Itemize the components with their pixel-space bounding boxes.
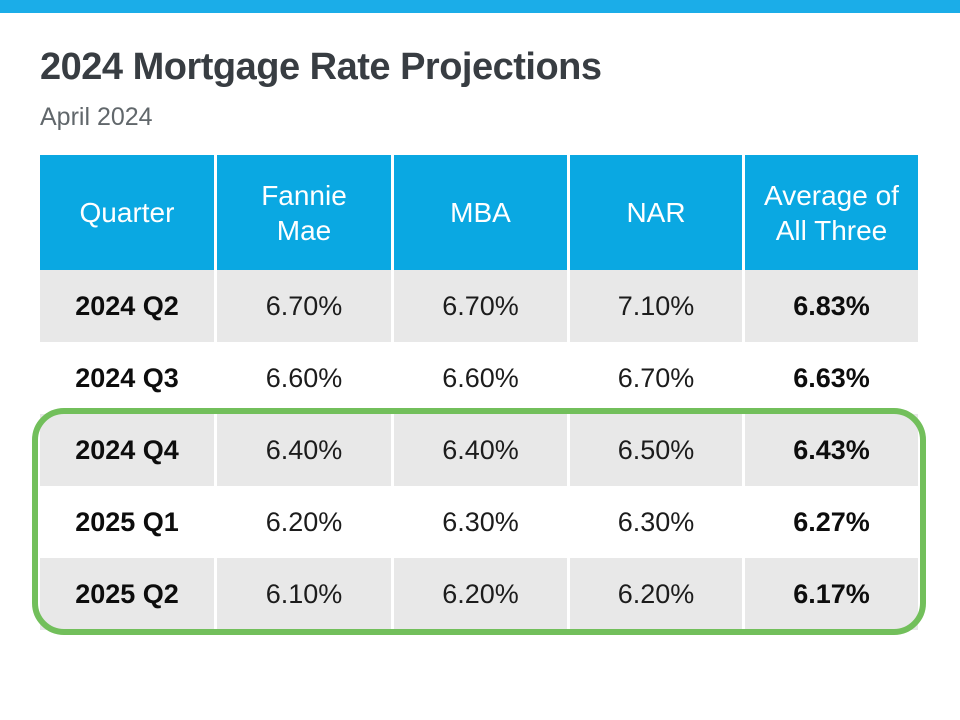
cell-value: 6.40% (214, 414, 391, 486)
header-cell-nar: NAR (567, 155, 742, 270)
cell-average: 6.27% (742, 486, 918, 558)
header-cell-average: Average of All Three (742, 155, 918, 270)
table-grid: Quarter Fannie Mae MBA NAR Average of Al… (40, 155, 918, 630)
cell-quarter: 2024 Q4 (40, 414, 214, 486)
top-accent-bar (0, 0, 960, 13)
cell-value: 6.20% (567, 558, 742, 630)
cell-average: 6.63% (742, 342, 918, 414)
header-cell-mba: MBA (391, 155, 567, 270)
cell-value: 6.30% (567, 486, 742, 558)
cell-value: 6.20% (391, 558, 567, 630)
cell-value: 6.40% (391, 414, 567, 486)
cell-value: 7.10% (567, 270, 742, 342)
header-cell-quarter: Quarter (40, 155, 214, 270)
cell-value: 6.60% (214, 342, 391, 414)
header-cell-fannie-mae: Fannie Mae (214, 155, 391, 270)
projections-table: Quarter Fannie Mae MBA NAR Average of Al… (32, 155, 926, 635)
cell-quarter: 2025 Q2 (40, 558, 214, 630)
cell-average: 6.43% (742, 414, 918, 486)
cell-value: 6.70% (214, 270, 391, 342)
cell-value: 6.10% (214, 558, 391, 630)
cell-quarter: 2024 Q3 (40, 342, 214, 414)
cell-value: 6.50% (567, 414, 742, 486)
cell-value: 6.70% (567, 342, 742, 414)
cell-average: 6.17% (742, 558, 918, 630)
page-subtitle: April 2024 (40, 103, 153, 131)
cell-value: 6.20% (214, 486, 391, 558)
page-title: 2024 Mortgage Rate Projections (40, 46, 602, 88)
cell-value: 6.60% (391, 342, 567, 414)
cell-quarter: 2024 Q2 (40, 270, 214, 342)
cell-value: 6.70% (391, 270, 567, 342)
cell-average: 6.83% (742, 270, 918, 342)
cell-value: 6.30% (391, 486, 567, 558)
cell-quarter: 2025 Q1 (40, 486, 214, 558)
